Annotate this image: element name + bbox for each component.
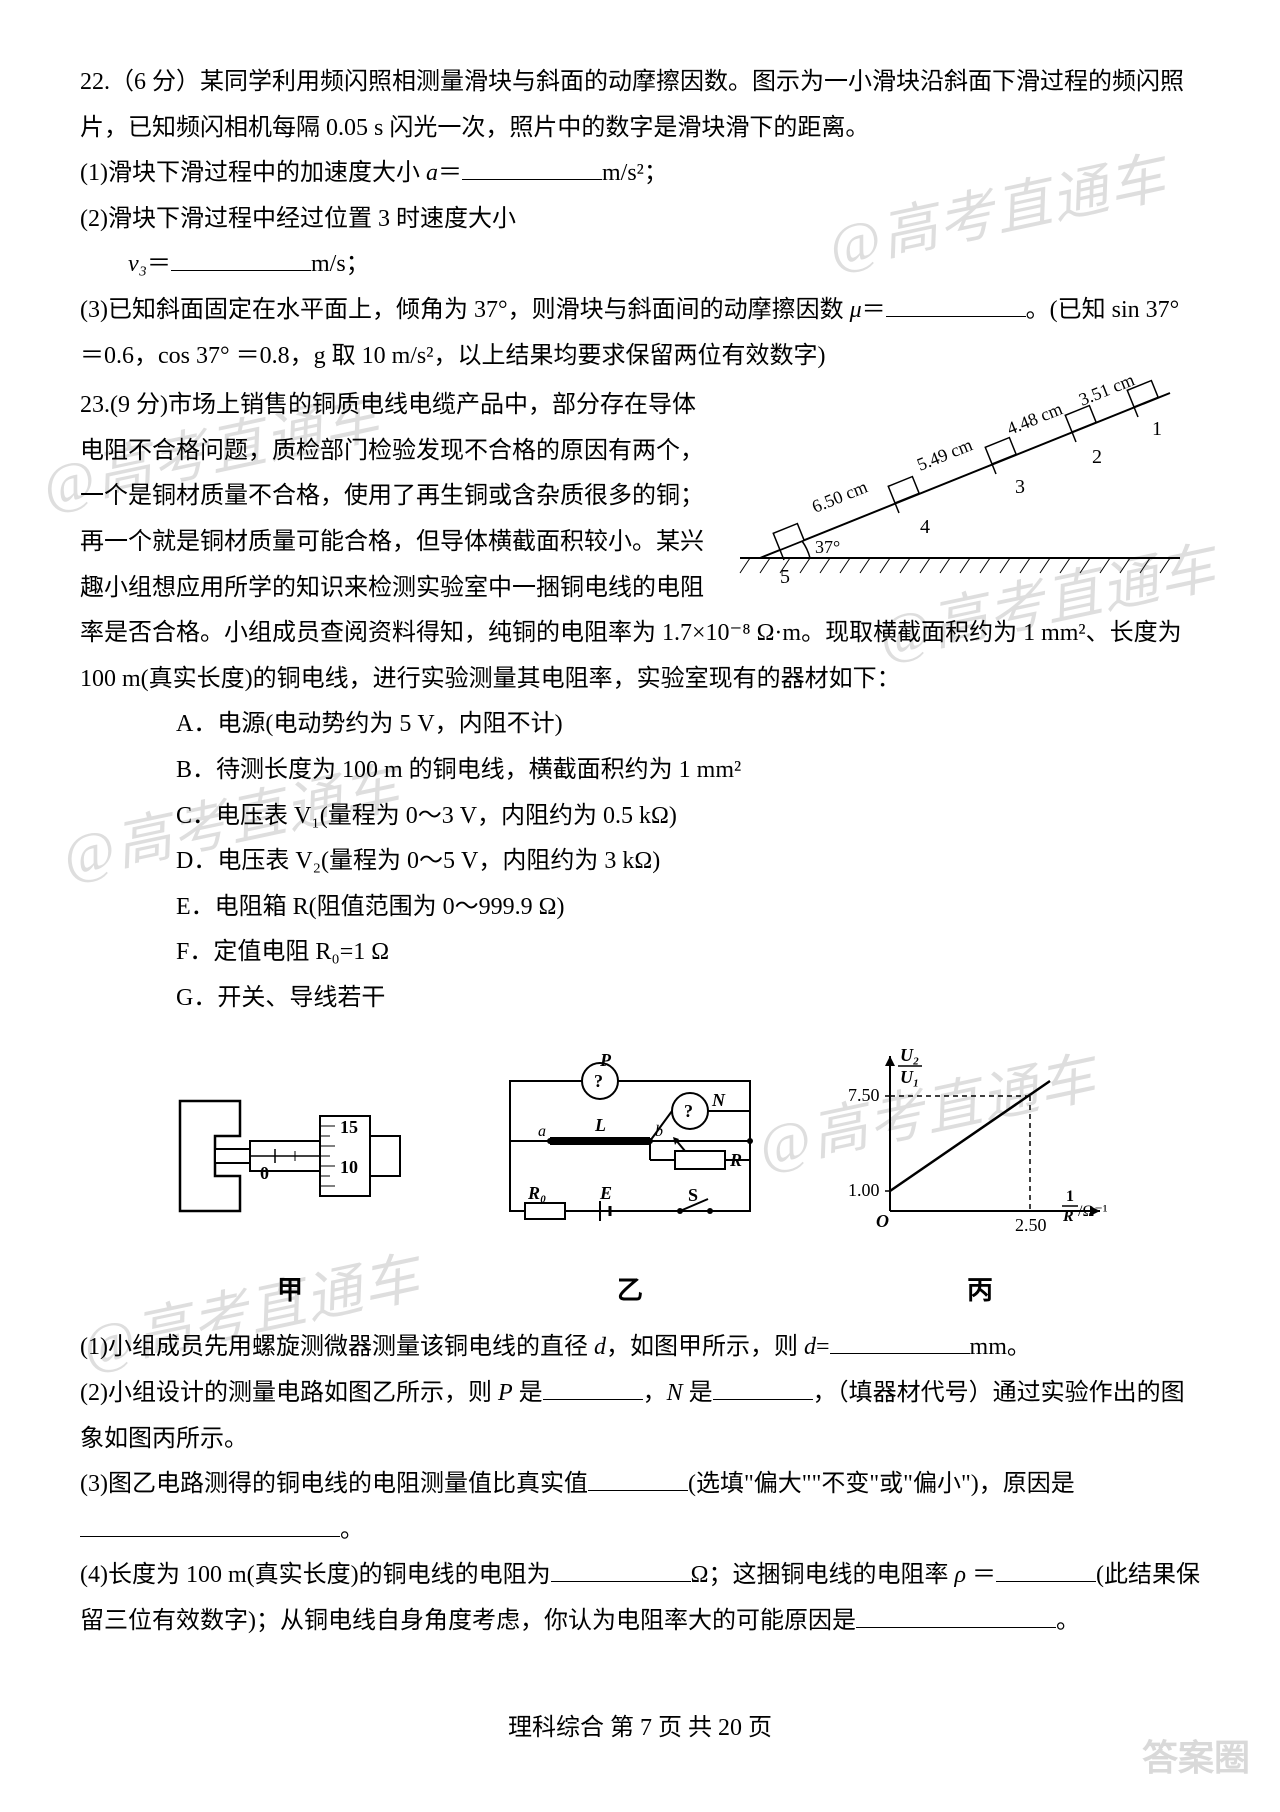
svg-text:R₀: R₀ <box>527 1183 546 1203</box>
q22-header: 22.（6 分）某同学利用频闪照相测量滑块与斜面的动摩擦因数。图示为一小滑块沿斜… <box>80 60 1200 151</box>
svg-text:O: O <box>876 1211 889 1231</box>
q23-item-d: D．电压表 V₂(量程为 0～5 V，内阻约为 3 kΩ) <box>80 839 1200 885</box>
blank-fill[interactable] <box>588 1465 688 1491</box>
blank-fill[interactable] <box>830 1328 970 1354</box>
figure-yi: a b L ? P ? N R <box>480 1051 780 1315</box>
svg-text:10: 10 <box>340 1157 358 1177</box>
q23-part3: (3)图乙电路测得的铜电线的电阻测量值比真实值(选填"偏大""不变"或"偏小")… <box>80 1462 1200 1553</box>
q23-part1: (1)小组成员先用螺旋测微器测量该铜电线的直径 d，如图甲所示，则 d=mm。 <box>80 1325 1200 1371</box>
svg-text:4: 4 <box>920 516 930 538</box>
q23-part4: (4)长度为 100 m(真实长度)的铜电线的电阻为Ω；这捆铜电线的电阻率 ρ … <box>80 1553 1200 1644</box>
svg-text:/Ω⁻¹: /Ω⁻¹ <box>1078 1203 1108 1220</box>
q22-part2-line1: (2)滑块下滑过程中经过位置 3 时速度大小 <box>80 197 1200 243</box>
svg-text:15: 15 <box>340 1117 358 1137</box>
svg-text:6.50 cm: 6.50 cm <box>809 477 870 517</box>
svg-text:U₁: U₁ <box>900 1067 919 1087</box>
svg-text:5.49 cm: 5.49 cm <box>914 435 975 475</box>
svg-text:P: P <box>599 1051 612 1070</box>
figure-bing: U₂ U₁ 7.50 1.00 2.50 1 R /Ω⁻¹ <box>840 1041 1120 1315</box>
question-22: 22.（6 分）某同学利用频闪照相测量滑块与斜面的动摩擦因数。图示为一小滑块沿斜… <box>80 60 1200 379</box>
svg-text:2: 2 <box>1092 446 1102 468</box>
q23-item-f: F．定值电阻 R₀=1 Ω <box>80 930 1200 976</box>
svg-text:U₂: U₂ <box>900 1045 919 1065</box>
blank-fill[interactable] <box>551 1556 691 1582</box>
svg-text:?: ? <box>594 1071 603 1091</box>
blank-fill[interactable] <box>80 1510 340 1536</box>
q22-part2-line2: v₃＝m/s； <box>80 242 1200 288</box>
question-23: 37° 5 4 3 2 1 6.50 cm 5.49 cm 4.48 cm 3.… <box>80 383 1200 1644</box>
blank-fill[interactable] <box>713 1374 813 1400</box>
svg-text:5: 5 <box>780 566 790 583</box>
incline-diagram: 37° 5 4 3 2 1 6.50 cm 5.49 cm 4.48 cm 3.… <box>720 373 1200 600</box>
svg-text:1: 1 <box>1152 418 1162 440</box>
blank-fill[interactable] <box>886 291 1026 317</box>
blank-fill[interactable] <box>856 1602 1056 1628</box>
svg-text:N: N <box>711 1090 726 1110</box>
svg-text:S: S <box>688 1185 698 1205</box>
svg-text:3: 3 <box>1015 476 1025 498</box>
figure-jia: 0 15 10 甲 <box>160 1061 420 1315</box>
q23-item-a: A．电源(电动势约为 5 V，内阻不计) <box>80 702 1200 748</box>
svg-text:4.48 cm: 4.48 cm <box>1004 399 1065 439</box>
q23-item-e: E．电阻箱 R(阻值范围为 0～999.9 Ω) <box>80 885 1200 931</box>
q22-part1: (1)滑块下滑过程中的加速度大小 a＝m/s²； <box>80 151 1200 197</box>
blank-fill[interactable] <box>543 1374 643 1400</box>
svg-text:L: L <box>594 1115 606 1135</box>
figure-label-yi: 乙 <box>480 1266 780 1315</box>
figure-label-bing: 丙 <box>840 1266 1120 1315</box>
angle-label: 37° <box>815 537 840 557</box>
blank-fill[interactable] <box>462 154 602 180</box>
figure-label-jia: 甲 <box>160 1266 420 1315</box>
svg-text:R: R <box>1062 1208 1074 1225</box>
svg-text:7.50: 7.50 <box>848 1085 880 1105</box>
figures-row: 0 15 10 甲 a b L <box>80 1041 1200 1315</box>
blank-fill[interactable] <box>996 1556 1096 1582</box>
svg-text:E: E <box>599 1183 612 1203</box>
svg-text:a: a <box>538 1123 546 1140</box>
svg-text:2.50: 2.50 <box>1015 1215 1047 1235</box>
svg-text:1: 1 <box>1066 1188 1074 1205</box>
q23-item-b: B．待测长度为 100 m 的铜电线，横截面积约为 1 mm² <box>80 748 1200 794</box>
blank-fill[interactable] <box>171 245 311 271</box>
q23-item-g: G．开关、导线若干 <box>80 976 1200 1022</box>
page-footer: 理科综合 第 7 页 共 20 页 <box>0 1706 1280 1752</box>
q23-part2: (2)小组设计的测量电路如图乙所示，则 P 是，N 是，（填器材代号）通过实验作… <box>80 1371 1200 1462</box>
svg-text:1.00: 1.00 <box>848 1180 880 1200</box>
svg-text:0: 0 <box>260 1163 269 1183</box>
q23-item-c: C．电压表 V₁(量程为 0～3 V，内阻约为 0.5 kΩ) <box>80 794 1200 840</box>
svg-text:3.51 cm: 3.51 cm <box>1076 373 1137 410</box>
svg-text:?: ? <box>684 1101 693 1121</box>
q22-part3: (3)已知斜面固定在水平面上，倾角为 37°，则滑块与斜面间的动摩擦因数 μ＝。… <box>80 288 1200 379</box>
